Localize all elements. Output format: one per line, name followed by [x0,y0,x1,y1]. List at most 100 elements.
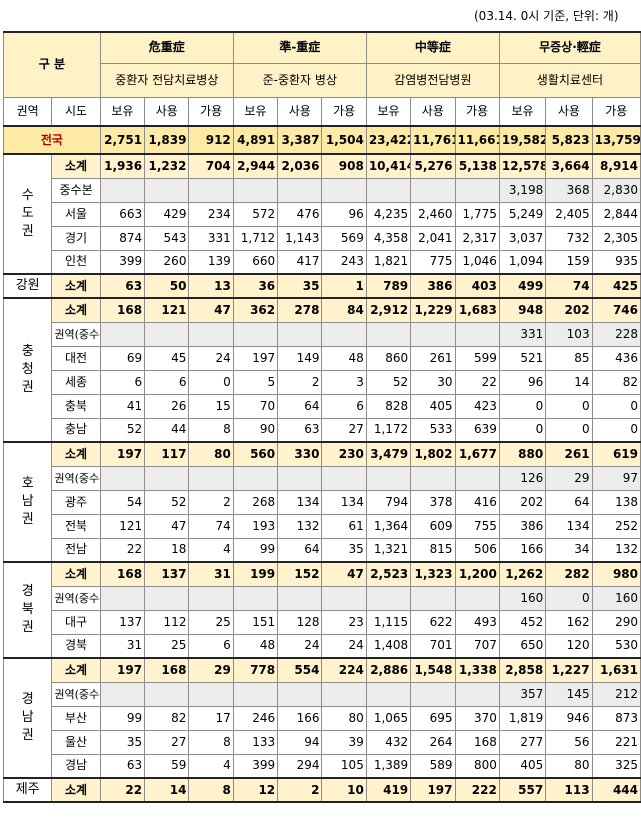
header-group-title: 무증상·輕症 [498,31,641,64]
subtotal-value: 2,912 [365,297,412,323]
value-cell [365,321,412,347]
value-cell: 202 [498,489,547,515]
subtotal-value: 14 [144,777,190,803]
value-cell: 277 [498,729,547,755]
value-cell: 1,775 [454,201,500,227]
region-label-char: 강원 [15,278,40,293]
value-cell: 8 [188,417,234,443]
value-cell [454,465,500,491]
value-cell: 6 [99,369,146,395]
value-cell: 34 [545,537,593,563]
region-label-char: 제주 [15,782,40,797]
value-cell: 168 [454,729,500,755]
value-cell [232,681,279,707]
subtotal-value: 222 [454,777,500,803]
region-label-char: 권 [21,620,34,635]
value-cell: 69 [99,345,146,371]
value-cell: 85 [545,345,593,371]
value-cell: 5 [232,369,279,395]
value-cell: 4,358 [365,225,412,251]
value-cell: 290 [591,609,641,635]
subtotal-value: 419 [365,777,412,803]
value-cell: 368 [545,177,593,203]
value-cell: 732 [545,225,593,251]
value-cell: 0 [545,585,593,611]
subtotal-value: 31 [188,561,234,587]
value-cell [232,321,279,347]
value-cell: 24 [188,345,234,371]
value-cell [365,681,412,707]
value-cell [232,177,279,203]
value-cell [277,585,323,611]
value-cell [321,177,367,203]
value-cell: 1,819 [498,705,547,731]
subtotal-row: 경 남 권 소계 197 168 29 778 554 224 2,886 1,548 1,338 2,8… [2,657,641,779]
city-label: 세종 [51,369,101,395]
subtotal-value: 47 [321,561,367,587]
value-cell: 2,405 [545,201,593,227]
value-cell: 2,830 [591,177,641,203]
value-cell: 639 [454,417,500,443]
value-cell [144,321,190,347]
value-cell: 6 [321,393,367,419]
value-cell: 622 [410,609,456,635]
table-row: 경남 63 59 4 399 294 105 1,389 589 800 405 80 325 [4,753,641,779]
value-cell: 39 [321,729,367,755]
value-cell: 31 [99,633,146,659]
header-metric: 사용 [144,96,190,127]
city-label: 경남 [51,753,101,779]
value-cell: 331 [498,321,547,347]
value-cell: 701 [410,633,456,659]
region-label-char: 도 [21,206,34,221]
value-cell: 80 [545,753,593,779]
subtotal-value: 2,036 [277,153,323,179]
value-cell: 64 [545,489,593,515]
value-cell: 815 [410,537,456,563]
value-cell [410,465,456,491]
header-metric: 보유 [99,96,146,127]
value-cell: 370 [454,705,500,731]
value-cell [454,681,500,707]
region-label: 강원 [2,273,53,299]
value-cell [99,681,146,707]
value-cell: 2 [188,489,234,515]
value-cell [410,585,456,611]
city-label: 중수본 [51,177,101,203]
value-cell: 149 [277,345,323,371]
value-cell [410,321,456,347]
value-cell [144,465,190,491]
value-cell: 22 [99,537,146,563]
value-cell: 4 [188,537,234,563]
subtotal-value: 22 [99,777,146,803]
header-group-subtitle: 중환자 전담치료병상 [99,62,234,98]
subtotal-value: 84 [321,297,367,323]
value-cell: 126 [498,465,547,491]
value-cell [188,321,234,347]
value-cell: 45 [144,345,190,371]
value-cell: 572 [232,201,279,227]
value-cell [365,465,412,491]
value-cell: 63 [277,417,323,443]
subtotal-row: 호 남 권 소계 197 117 80 560 330 230 3,479 1,802 1,677 880… [2,441,641,563]
table-row: 충남 52 44 8 90 63 27 1,172 533 639 0 0 0 [4,417,641,443]
subtotal-row: 수 도 권 소계 1,936 1,232 704 2,944 2,036 908 10,414 5,2… [2,153,641,275]
region-label-char: 수 [21,188,34,203]
value-cell: 52 [99,417,146,443]
value-cell: 48 [321,345,367,371]
subtotal-value: 121 [144,297,190,323]
subtotal-value: 137 [144,561,190,587]
subtotal-value: 980 [591,561,641,587]
subtotal-value: 778 [232,657,279,683]
value-cell: 228 [591,321,641,347]
value-cell: 166 [277,705,323,731]
region-label-char: 경 [21,692,34,707]
value-cell: 775 [410,249,456,275]
value-cell: 105 [321,753,367,779]
value-cell: 405 [498,753,547,779]
value-cell: 212 [591,681,641,707]
subtotal-value: 3,479 [365,441,412,467]
value-cell: 386 [498,513,547,539]
table-row: 경기 874 543 331 1,712 1,143 569 4,358 2,041 2,317 3… [4,225,641,251]
value-cell: 48 [232,633,279,659]
